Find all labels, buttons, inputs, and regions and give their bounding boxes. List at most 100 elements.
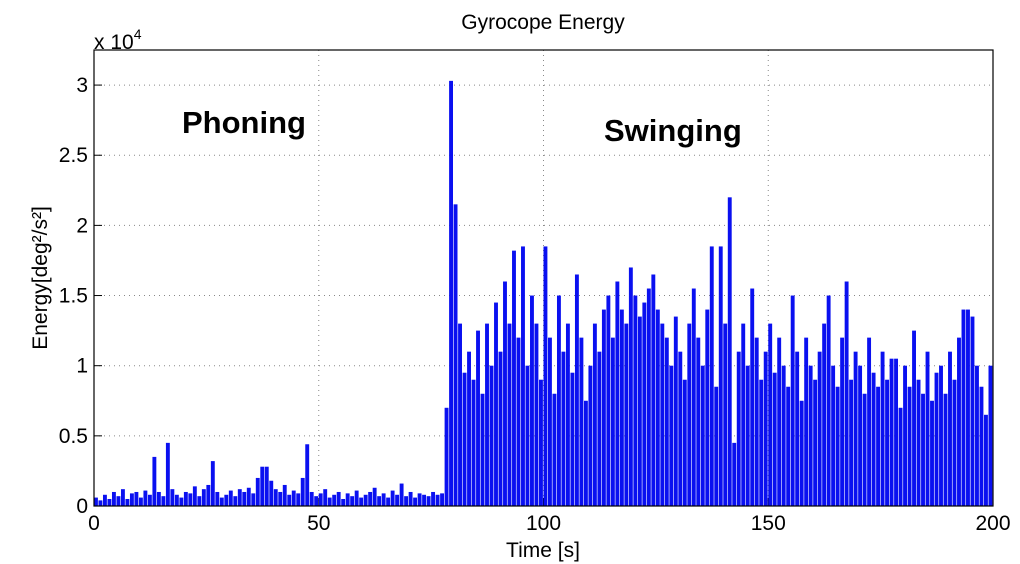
bar — [224, 494, 229, 506]
bar — [449, 80, 453, 507]
bar — [655, 309, 660, 506]
bar — [781, 365, 786, 506]
bar — [790, 295, 795, 506]
bar — [835, 386, 840, 506]
bar — [966, 309, 970, 506]
x-tick-label: 0 — [88, 512, 100, 535]
bar — [727, 197, 732, 507]
chart-title: Gyrocope Energy — [461, 11, 625, 34]
bar — [961, 309, 966, 506]
bar — [309, 491, 314, 506]
bar — [628, 267, 633, 506]
bar — [179, 497, 184, 506]
bar — [305, 444, 310, 506]
bar — [610, 337, 615, 506]
bar — [138, 497, 143, 506]
bar — [948, 351, 952, 506]
bar — [970, 316, 975, 506]
bar — [462, 372, 467, 506]
bar — [871, 372, 876, 506]
bar — [404, 496, 409, 506]
y-scale: x 104 — [94, 26, 142, 54]
bar — [979, 386, 984, 506]
bar — [264, 466, 269, 506]
bar — [691, 288, 696, 506]
bar — [678, 351, 683, 506]
bar — [282, 484, 287, 506]
bar — [107, 498, 112, 506]
bar — [700, 365, 705, 506]
bar — [984, 414, 988, 506]
bar — [372, 487, 377, 506]
bar — [561, 351, 566, 506]
bar — [975, 365, 979, 506]
bar — [512, 250, 516, 506]
bar — [111, 491, 116, 506]
bar — [188, 493, 193, 506]
bar — [957, 337, 961, 506]
bar — [300, 477, 305, 506]
bar — [547, 337, 552, 506]
bar — [476, 330, 480, 506]
bar — [556, 295, 561, 506]
bar — [615, 281, 620, 506]
bar — [867, 337, 872, 506]
bar — [215, 491, 220, 506]
y-axis-label: Energy[deg²/s²] — [29, 206, 52, 350]
bar — [435, 494, 440, 506]
bar — [543, 246, 548, 506]
bar — [822, 323, 827, 506]
bar — [831, 365, 836, 506]
bar — [440, 493, 445, 506]
bar — [921, 393, 925, 506]
bar — [795, 351, 800, 506]
bar — [952, 379, 957, 506]
x-tick-label: 50 — [307, 512, 330, 535]
y-tick-label: 1.5 — [59, 285, 88, 308]
x-axis-label: Time [s] — [506, 539, 580, 562]
bar — [642, 302, 647, 506]
bar — [480, 393, 485, 506]
bar — [804, 337, 809, 506]
bar — [624, 323, 629, 506]
bar — [539, 379, 543, 506]
bar — [723, 323, 728, 506]
bar — [129, 493, 134, 506]
bar — [750, 288, 755, 506]
bar — [651, 274, 656, 506]
bar — [858, 365, 863, 506]
bar — [422, 494, 427, 506]
bar — [813, 379, 818, 506]
bar — [273, 489, 278, 506]
bar — [183, 491, 188, 506]
bar — [363, 494, 368, 506]
bar — [763, 351, 768, 506]
bar — [237, 489, 242, 506]
bar — [588, 365, 593, 506]
bar — [606, 295, 611, 506]
bar — [574, 274, 579, 506]
bar — [817, 351, 822, 506]
bar — [503, 281, 507, 506]
bar — [413, 497, 418, 506]
bar — [152, 456, 157, 506]
bar — [94, 497, 98, 506]
bar — [494, 302, 498, 506]
bar — [903, 365, 907, 506]
bar — [219, 497, 224, 506]
bar — [988, 365, 993, 506]
bar — [682, 379, 687, 506]
x-tick-label: 100 — [526, 512, 561, 535]
bar — [601, 309, 606, 506]
bar — [381, 493, 386, 506]
bar — [260, 466, 265, 506]
bar — [246, 487, 251, 506]
bar — [912, 330, 916, 506]
bar — [925, 351, 930, 506]
bar — [849, 379, 854, 506]
bar — [534, 323, 539, 506]
bar — [368, 491, 373, 506]
bar — [799, 400, 804, 506]
